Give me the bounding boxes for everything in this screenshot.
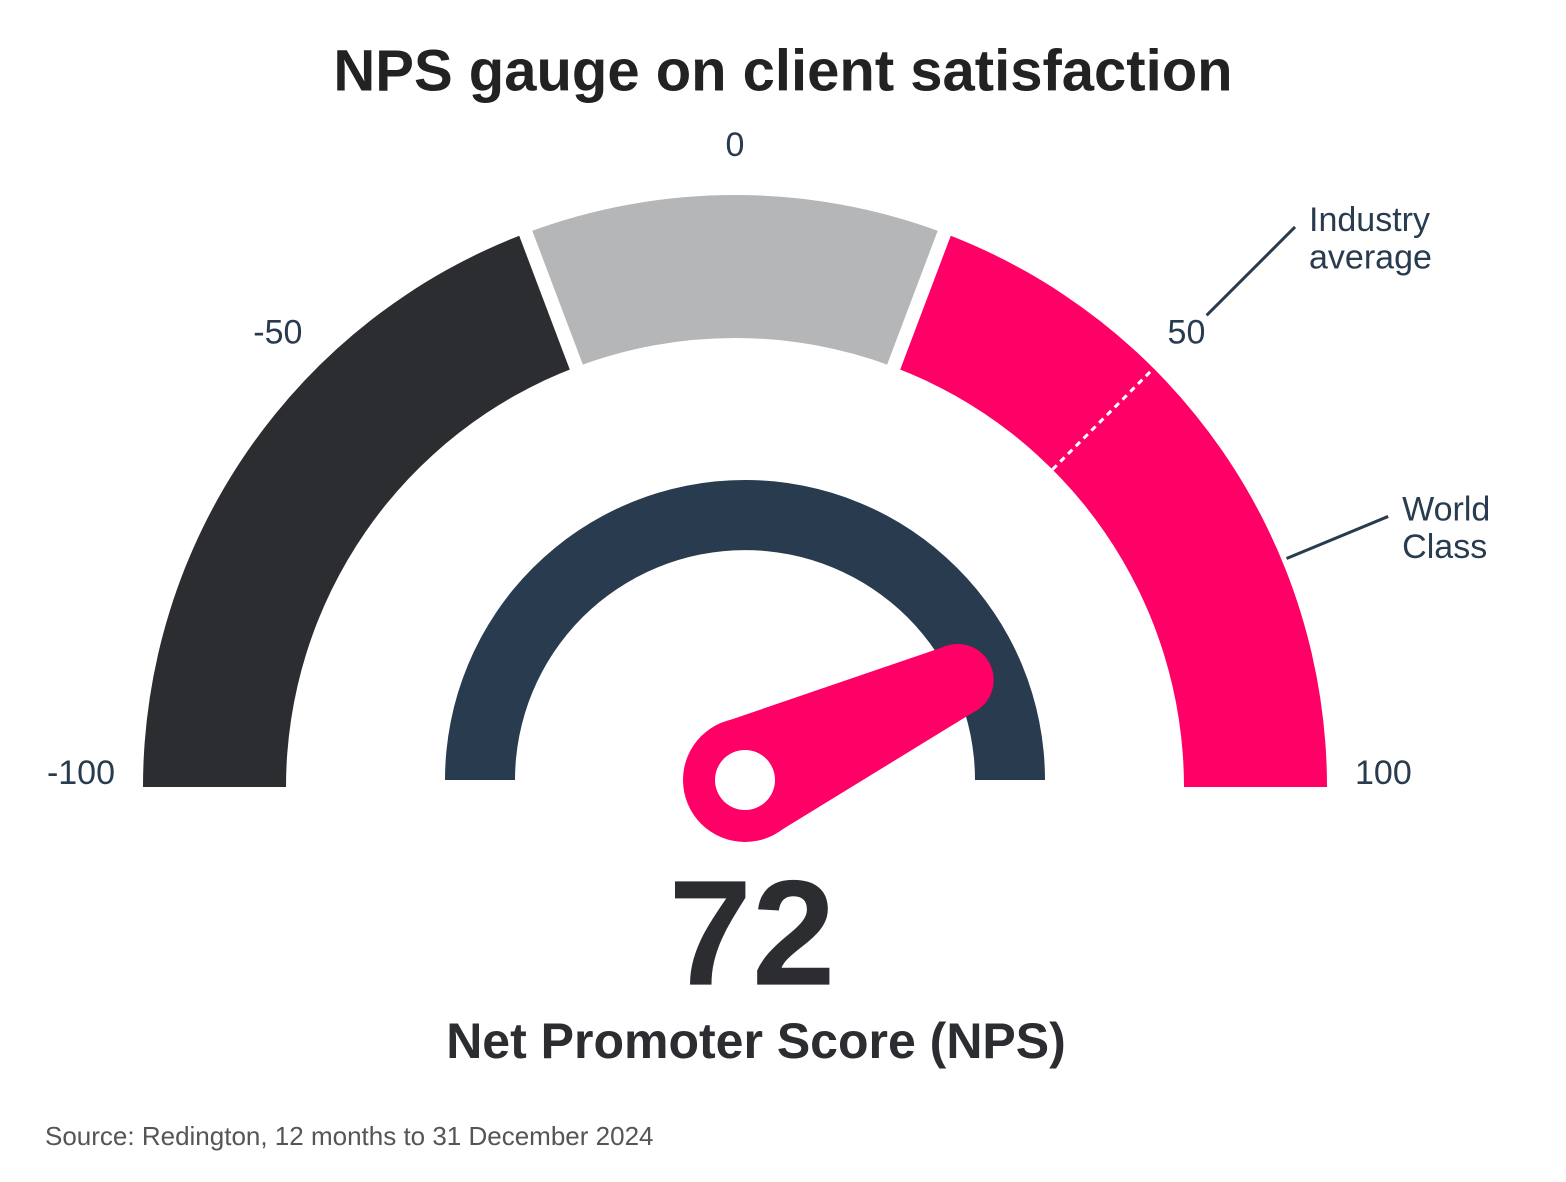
gauge-band — [525, 195, 945, 367]
chart-title: NPS gauge on client satisfaction — [333, 38, 1232, 103]
marker-leader — [1285, 515, 1389, 560]
needle-hole — [715, 750, 775, 810]
source-note: Source: Redington, 12 months to 31 Decem… — [45, 1121, 654, 1151]
tick-label: -50 — [253, 313, 302, 351]
marker-leader — [1205, 225, 1297, 317]
band-gap — [517, 226, 585, 375]
marker-label: World Class — [1402, 490, 1490, 565]
gauge-band — [143, 233, 577, 787]
marker-line — [1051, 367, 1155, 471]
band-gap — [885, 226, 953, 375]
dial-ring — [445, 479, 1045, 780]
gauge-band — [893, 233, 1327, 787]
tick-label: -100 — [47, 754, 115, 792]
tick-label: 50 — [1168, 313, 1206, 351]
needle-tip — [921, 643, 994, 716]
marker-label: Industry average — [1309, 201, 1432, 276]
tick-label: 100 — [1355, 754, 1412, 792]
tick-label: 0 — [726, 126, 745, 164]
score-value: 72 — [669, 849, 836, 1017]
score-caption: Net Promoter Score (NPS) — [446, 1013, 1066, 1069]
